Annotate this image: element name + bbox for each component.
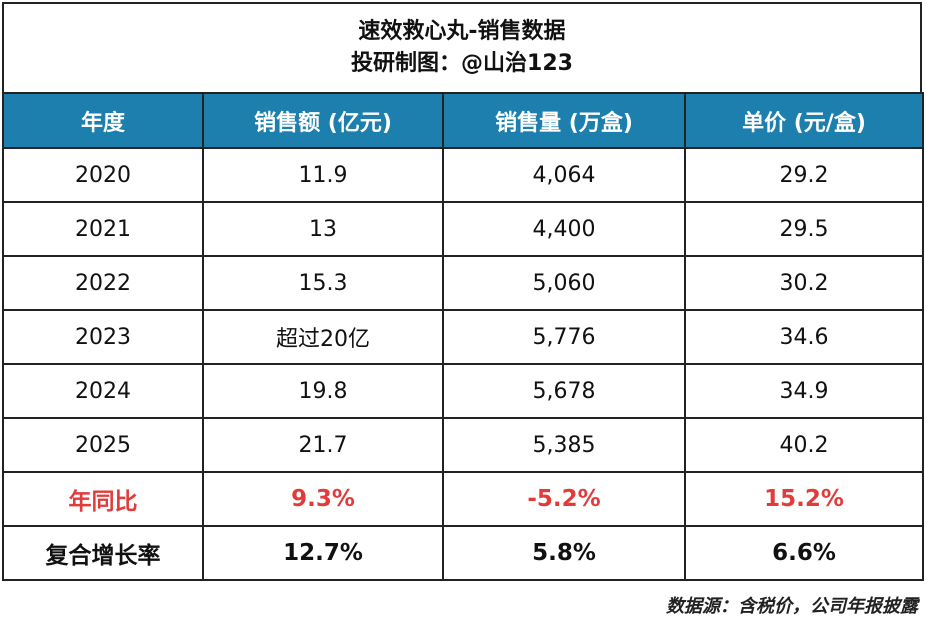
cell-unit-price: 40.2 — [684, 417, 924, 473]
cell-year: 2023 — [2, 309, 204, 365]
cell-sales-amount: 13 — [202, 201, 444, 257]
cagr-unit-price: 6.6% — [684, 525, 924, 581]
cell-sales-volume: 5,678 — [442, 363, 686, 419]
header-year: 年度 — [2, 92, 204, 149]
source-note: 数据源：含税价，公司年报披露 — [666, 596, 918, 617]
table-header-row: 年度 销售额 (亿元) 销售量 (万盒) 单价 (元/盒) — [2, 92, 924, 149]
cell-year: 2024 — [2, 363, 204, 419]
cell-sales-volume: 4,400 — [442, 201, 686, 257]
cell-year: 2025 — [2, 417, 204, 473]
cell-sales-amount: 15.3 — [202, 255, 444, 311]
cell-sales-amount: 21.7 — [202, 417, 444, 473]
document-title: 速效救心丸-销售数据 — [358, 19, 566, 44]
cagr-label: 复合增长率 — [2, 525, 204, 581]
cell-sales-amount: 超过20亿 — [202, 309, 444, 365]
table-row: 2021 13 4,400 29.5 — [2, 201, 924, 257]
yoy-row: 年同比 9.3% -5.2% 15.2% — [2, 471, 924, 527]
table-row: 2024 19.8 5,678 34.9 — [2, 363, 924, 419]
title-block: 速效救心丸-销售数据 投研制图：@山治123 — [2, 2, 922, 92]
yoy-label: 年同比 — [2, 471, 204, 527]
table-row: 2023 超过20亿 5,776 34.6 — [2, 309, 924, 365]
table-row: 2022 15.3 5,060 30.2 — [2, 255, 924, 311]
header-sales-volume: 销售量 (万盒) — [442, 92, 686, 149]
cell-sales-volume: 5,776 — [442, 309, 686, 365]
cagr-row: 复合增长率 12.7% 5.8% 6.6% — [2, 525, 924, 581]
cell-sales-volume: 5,060 — [442, 255, 686, 311]
cell-unit-price: 30.2 — [684, 255, 924, 311]
yoy-sales-volume: -5.2% — [442, 471, 686, 527]
cell-year: 2020 — [2, 147, 204, 203]
cell-sales-volume: 5,385 — [442, 417, 686, 473]
table-row: 2025 21.7 5,385 40.2 — [2, 417, 924, 473]
sales-data-table: 年度 销售额 (亿元) 销售量 (万盒) 单价 (元/盒) 2020 11.9 … — [2, 92, 924, 581]
header-unit-price: 单价 (元/盒) — [684, 92, 924, 149]
cell-unit-price: 34.6 — [684, 309, 924, 365]
yoy-sales-amount: 9.3% — [202, 471, 444, 527]
cagr-sales-amount: 12.7% — [202, 525, 444, 581]
cell-sales-volume: 4,064 — [442, 147, 686, 203]
document-subtitle: 投研制图：@山治123 — [351, 51, 573, 76]
cell-sales-amount: 11.9 — [202, 147, 444, 203]
cell-unit-price: 29.5 — [684, 201, 924, 257]
cell-sales-amount: 19.8 — [202, 363, 444, 419]
cell-unit-price: 29.2 — [684, 147, 924, 203]
cell-year: 2022 — [2, 255, 204, 311]
yoy-unit-price: 15.2% — [684, 471, 924, 527]
table-row: 2020 11.9 4,064 29.2 — [2, 147, 924, 203]
cagr-sales-volume: 5.8% — [442, 525, 686, 581]
cell-year: 2021 — [2, 201, 204, 257]
header-sales-amount: 销售额 (亿元) — [202, 92, 444, 149]
cell-unit-price: 34.9 — [684, 363, 924, 419]
